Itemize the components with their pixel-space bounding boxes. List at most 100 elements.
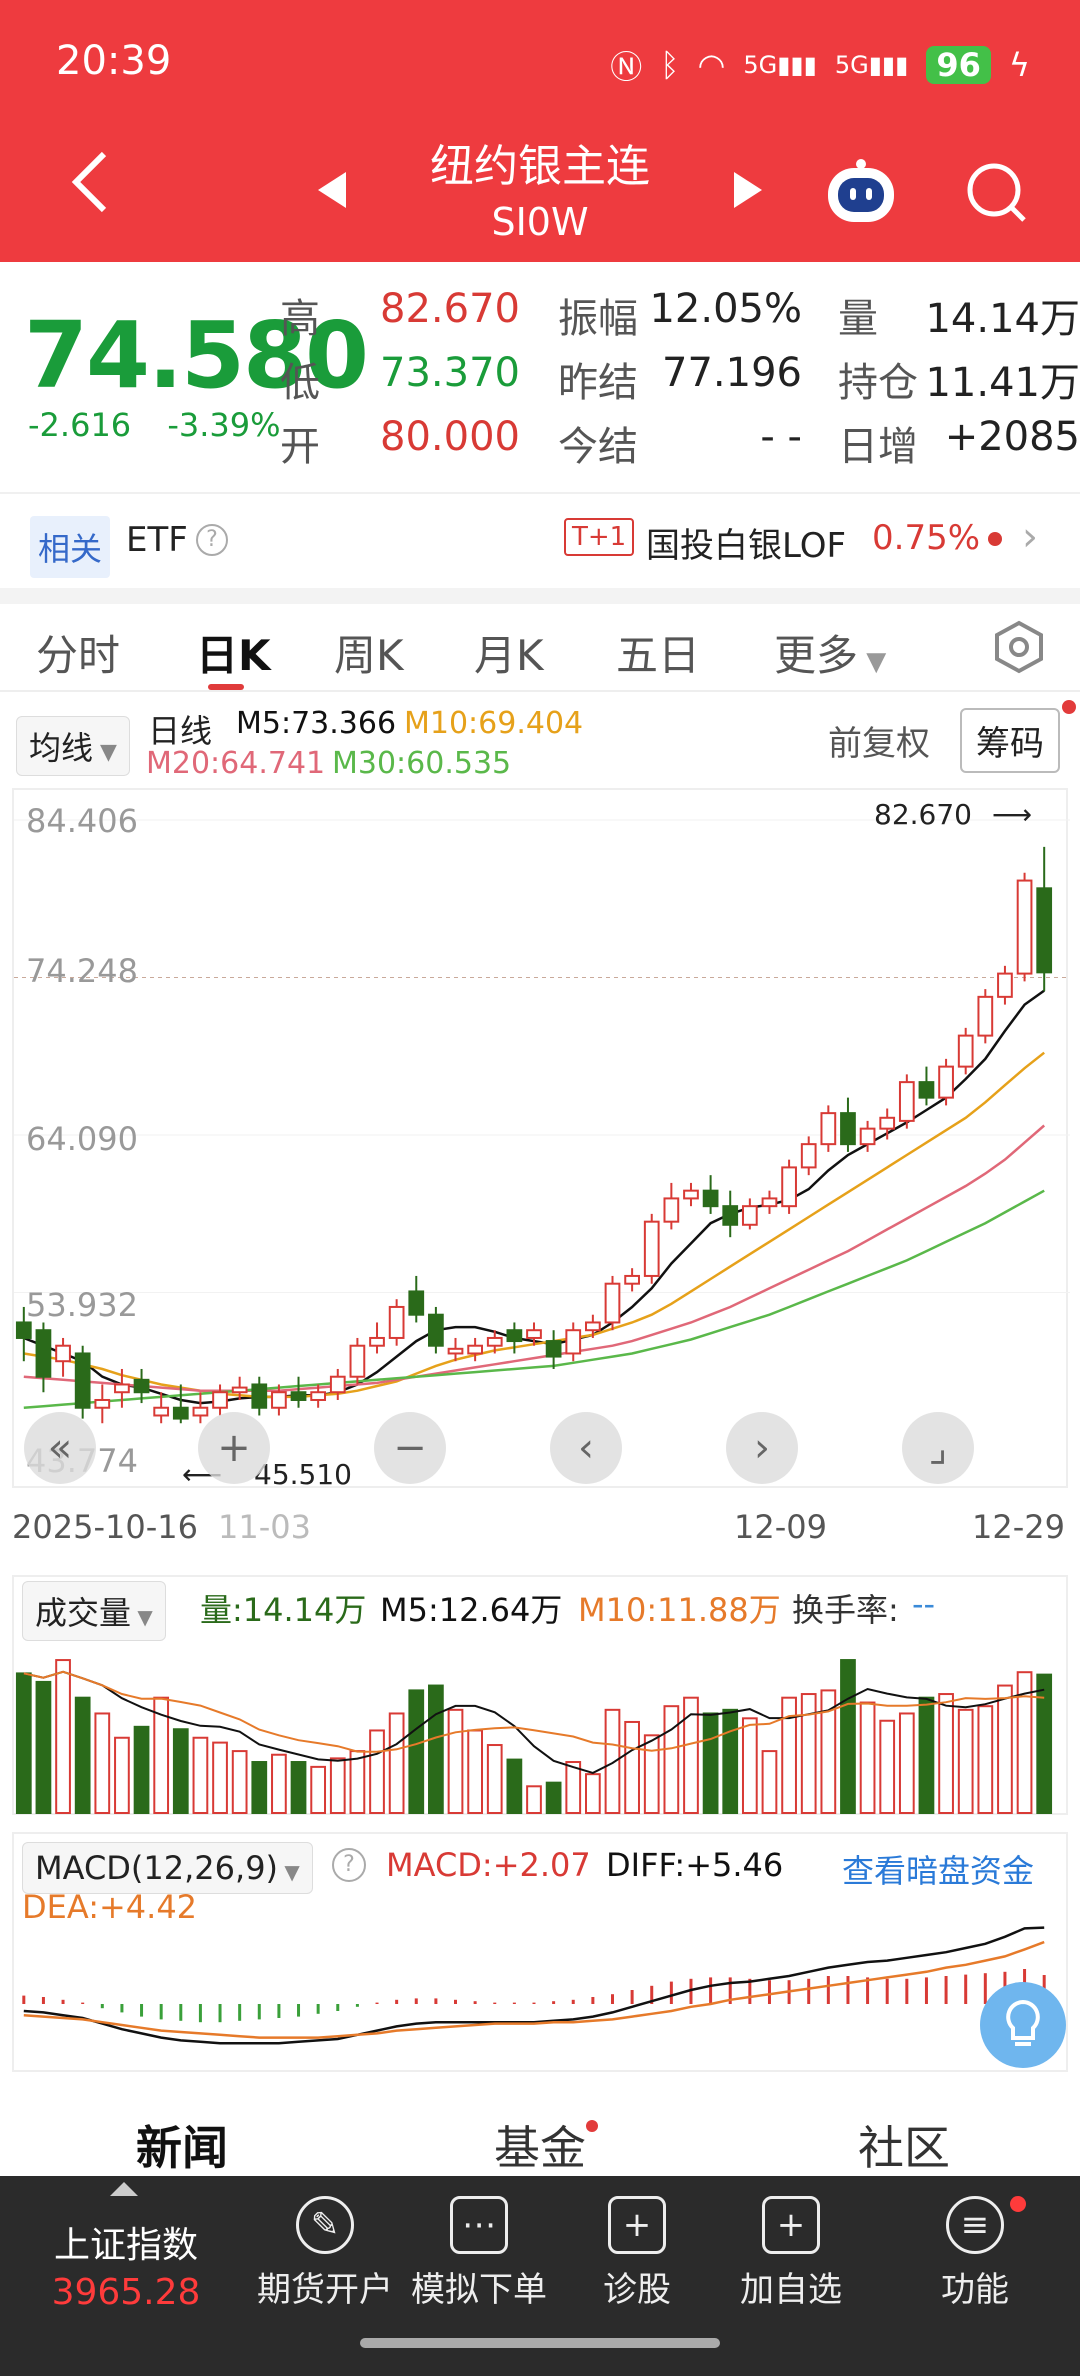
help-icon[interactable]: ? [332,1848,366,1882]
chevron-right-icon[interactable]: › [1022,514,1038,560]
status-icons: Ⓝ ᛒ ◠ 5G▮▮▮ 5G▮▮▮ 96 ϟ [610,42,1030,88]
candlestick-svg [14,819,1070,1424]
volume-bar [114,1736,130,1814]
last-price: 74.580 [24,302,369,409]
quote-panel: 74.580 -2.616 -3.39% 高 82.670 振幅 12.05% … [0,262,1080,492]
volume-bar [192,1736,209,1814]
prev-settle-value: 77.196 [662,350,802,396]
candle-body [781,1166,797,1208]
functions-label: 功能 [941,2270,1009,2310]
index-name[interactable]: 上证指数 [53,2225,198,2266]
related-fund-name[interactable]: 国投白银LOF [646,526,847,566]
search-icon[interactable] [964,160,1028,228]
volume-bar [604,1708,621,1815]
volume-value: 14.14万 [925,296,1080,342]
candle-body [329,1375,346,1394]
period-label: 日线 [148,712,213,750]
settings-hexagon-icon[interactable] [994,620,1044,678]
tab-daily-k[interactable]: 日K [196,631,271,680]
tab-community[interactable]: 社区 [858,2121,950,2175]
next-contract-icon[interactable] [734,172,762,212]
notification-dot [586,2120,598,2132]
volume-bar [722,1708,739,1815]
volume-selector[interactable]: 成交量 ▼ [22,1581,166,1641]
ma-selector[interactable]: 均线 ▼ [16,716,130,776]
volume-bar [624,1720,640,1814]
diagnose-button[interactable]: + 诊股 [562,2196,712,2311]
adjust-mode[interactable]: 前复权 [828,724,930,764]
y-tick-label: 53.932 [26,1286,138,1324]
rewind-icon[interactable]: « [24,1412,96,1484]
dark-pool-link[interactable]: 查看暗盘资金 [842,1852,1035,1890]
tab-more[interactable]: 更多 ▼ [774,622,886,683]
scroll-right-icon[interactable]: › [726,1412,798,1484]
candle-body [741,1205,758,1226]
candle-body [251,1383,268,1409]
tab-five-day[interactable]: 五日 [616,631,701,680]
open-interest-value: 11.41万 [925,360,1080,406]
notification-dot [1062,700,1076,714]
functions-button[interactable]: ≡ 功能 [900,2196,1050,2311]
high-label: 高 [280,296,320,342]
down-dot [988,532,1002,546]
open-account-button[interactable]: ✎ 期货开户 [250,2196,400,2311]
bluetooth-icon: ᛒ [660,46,680,84]
volume-bar [133,1725,150,1815]
battery-indicator: 96 [926,46,991,84]
tab-weekly-k[interactable]: 周K [334,631,404,680]
volume-bar [1016,1671,1033,1814]
turnover-value: -- [912,1585,936,1623]
candle-body [15,1321,32,1339]
caret-down-icon: ▼ [131,1605,153,1629]
amplitude-label: 振幅 [558,296,638,342]
macd-selector[interactable]: MACD(12,26,9) ▼ [22,1842,313,1894]
caret-down-icon: ▼ [278,1860,300,1884]
macd-chart[interactable]: MACD(12,26,9) ▼ ? MACD:+2.07 DIFF:+5.46 … [12,1832,1068,2072]
volume-ma-line [23,1670,1045,1774]
volume-bar [977,1705,994,1814]
candle-body [859,1127,876,1146]
y-tick-label: 64.090 [26,1120,138,1158]
home-indicator[interactable] [360,2338,720,2348]
volume-bar [957,1708,974,1815]
diff-value: DIFF:+5.46 [606,1846,784,1884]
volume-bar [172,1728,189,1814]
open-account-label: 期货开户 [257,2270,393,2310]
robot-assistant-icon[interactable] [822,158,900,232]
tab-funds[interactable]: 基金 [494,2121,586,2175]
candle-body [918,1081,935,1099]
prev-contract-icon[interactable] [318,172,346,212]
simulate-order-button[interactable]: ⋯ 模拟下单 [404,2196,554,2311]
volume-value: 量:14.14万 [200,1591,367,1629]
candle-body [997,972,1013,998]
notification-dot [1010,2196,1026,2212]
tab-monthly-k[interactable]: 月K [474,631,544,680]
divider [0,588,1080,604]
zoom-out-icon[interactable]: − [374,1412,446,1484]
fullscreen-icon[interactable]: ⌟ [902,1412,974,1484]
x-tick-label: 12-09 [734,1508,827,1546]
scroll-left-icon[interactable]: ‹ [550,1412,622,1484]
candlestick-chart[interactable]: 84.406 74.248 64.090 53.932 43.774 82.67… [12,788,1070,1491]
chips-button[interactable]: 筹码 [960,708,1060,773]
tips-bulb-icon[interactable] [980,1982,1066,2068]
volume-chart[interactable] [12,1575,1068,1815]
volume-bar [898,1712,915,1814]
stethoscope-icon: + [608,2196,666,2254]
volume-bar [408,1689,425,1814]
candle-body [879,1116,896,1130]
etf-label[interactable]: ETF [126,520,188,560]
volume-svg [15,1659,1053,1815]
tab-intraday[interactable]: 分时 [36,631,121,680]
zoom-in-icon[interactable]: + [198,1412,270,1484]
back-icon[interactable] [70,150,110,224]
volume-bar [506,1758,523,1815]
candle-body [114,1383,130,1394]
help-icon[interactable]: ? [196,524,228,556]
tab-news[interactable]: 新闻 [136,2121,228,2175]
candle-body [604,1282,621,1324]
price-change: -2.616 -3.39% [28,406,281,444]
volume-bar [369,1729,385,1814]
add-watchlist-button[interactable]: + 加自选 [716,2196,866,2311]
volume-bar [545,1781,562,1814]
